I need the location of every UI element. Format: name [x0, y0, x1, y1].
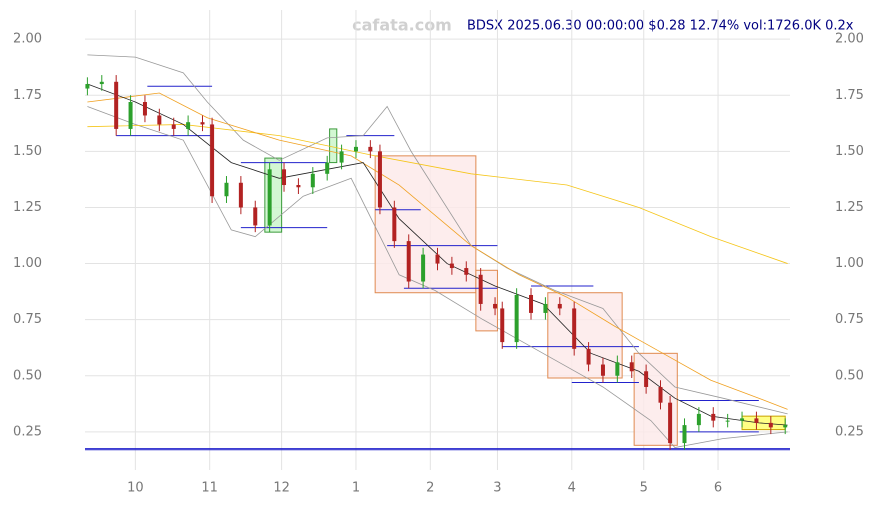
x-tick-label: 10	[127, 481, 144, 496]
candle-body	[783, 425, 788, 428]
y-tick-label: 0.50	[13, 368, 42, 383]
y-tick-label: 1.00	[835, 256, 864, 271]
candle-body	[435, 254, 440, 264]
x-tick-label: 1	[352, 481, 360, 496]
candle-body	[224, 182, 229, 197]
candle-body	[464, 268, 469, 275]
x-tick-label: 11	[201, 481, 218, 496]
zone-box	[374, 155, 477, 294]
candle-body	[200, 122, 205, 125]
x-tick-label: 4	[568, 481, 576, 496]
indicator-line	[87, 92, 788, 410]
y-tick-label: 0.75	[835, 312, 864, 327]
candle-body	[514, 294, 519, 343]
candle-body	[754, 418, 759, 423]
indicator-line	[87, 124, 788, 264]
candle-body	[493, 303, 498, 309]
zone-box	[329, 128, 338, 164]
candle-body	[85, 84, 90, 89]
candle-body	[186, 122, 191, 129]
candle-body	[682, 425, 687, 444]
candle-body	[267, 169, 272, 226]
candle-body	[557, 303, 562, 309]
x-tick-label: 6	[714, 481, 722, 496]
candle-body	[128, 102, 133, 129]
candle-body	[658, 386, 663, 403]
candle-body	[325, 162, 330, 174]
candle-body	[238, 182, 243, 208]
x-tick-label: 2	[426, 481, 434, 496]
candle-body	[768, 422, 773, 428]
x-tick-label: 12	[273, 481, 290, 496]
indicator-line	[87, 54, 788, 415]
candle-body	[142, 102, 147, 116]
candle-body	[114, 81, 119, 129]
candle-body	[500, 308, 505, 343]
y-tick-label: 1.50	[13, 144, 42, 159]
candle-body	[421, 254, 426, 282]
candle-body	[282, 169, 287, 186]
candle-body	[615, 362, 620, 376]
x-tick-label: 5	[640, 481, 648, 496]
candle-body	[157, 115, 162, 125]
y-tick-label: 2.00	[835, 32, 864, 47]
candle-body	[99, 81, 104, 85]
indicator-line	[87, 106, 788, 448]
candle-body	[353, 146, 358, 152]
candle-body	[296, 185, 301, 188]
candle-body	[668, 402, 673, 444]
candle-body	[210, 124, 215, 197]
indicator-line	[87, 83, 788, 426]
y-tick-label: 0.25	[835, 424, 864, 439]
candle-body	[586, 348, 591, 365]
candle-body	[171, 124, 176, 129]
y-tick-label: 0.75	[13, 312, 42, 327]
candle-body	[377, 151, 382, 208]
y-tick-label: 1.25	[835, 200, 864, 215]
x-tick-label: 3	[493, 481, 501, 496]
candle-body	[478, 274, 483, 304]
candle-body	[392, 207, 397, 242]
y-tick-label: 1.00	[13, 256, 42, 271]
candle-body	[572, 308, 577, 349]
y-tick-label: 1.75	[13, 88, 42, 103]
candle-body	[449, 263, 454, 269]
y-tick-label: 0.50	[835, 368, 864, 383]
candle-body	[600, 364, 605, 376]
y-tick-label: 0.25	[13, 424, 42, 439]
y-tick-label: 2.00	[13, 32, 42, 47]
watermark: cafata.com	[352, 16, 452, 35]
candle-body	[696, 413, 701, 426]
candle-body	[543, 303, 548, 313]
candle-body	[644, 371, 649, 387]
candle-body	[725, 420, 730, 422]
y-tick-label: 1.75	[835, 88, 864, 103]
chart-title: BDSX 2025.06.30 00:00:00 $0.28 12.74% vo…	[467, 19, 854, 34]
candle-body	[339, 151, 344, 163]
candle-body	[740, 418, 745, 421]
candle-body	[711, 413, 716, 421]
candle-body	[529, 294, 534, 313]
candle-body	[406, 241, 411, 282]
candle-body	[310, 173, 315, 188]
candle-body	[253, 207, 258, 226]
y-tick-label: 1.25	[13, 200, 42, 215]
candle-body	[629, 362, 634, 372]
y-tick-label: 1.50	[835, 144, 864, 159]
candle-body	[368, 146, 373, 152]
